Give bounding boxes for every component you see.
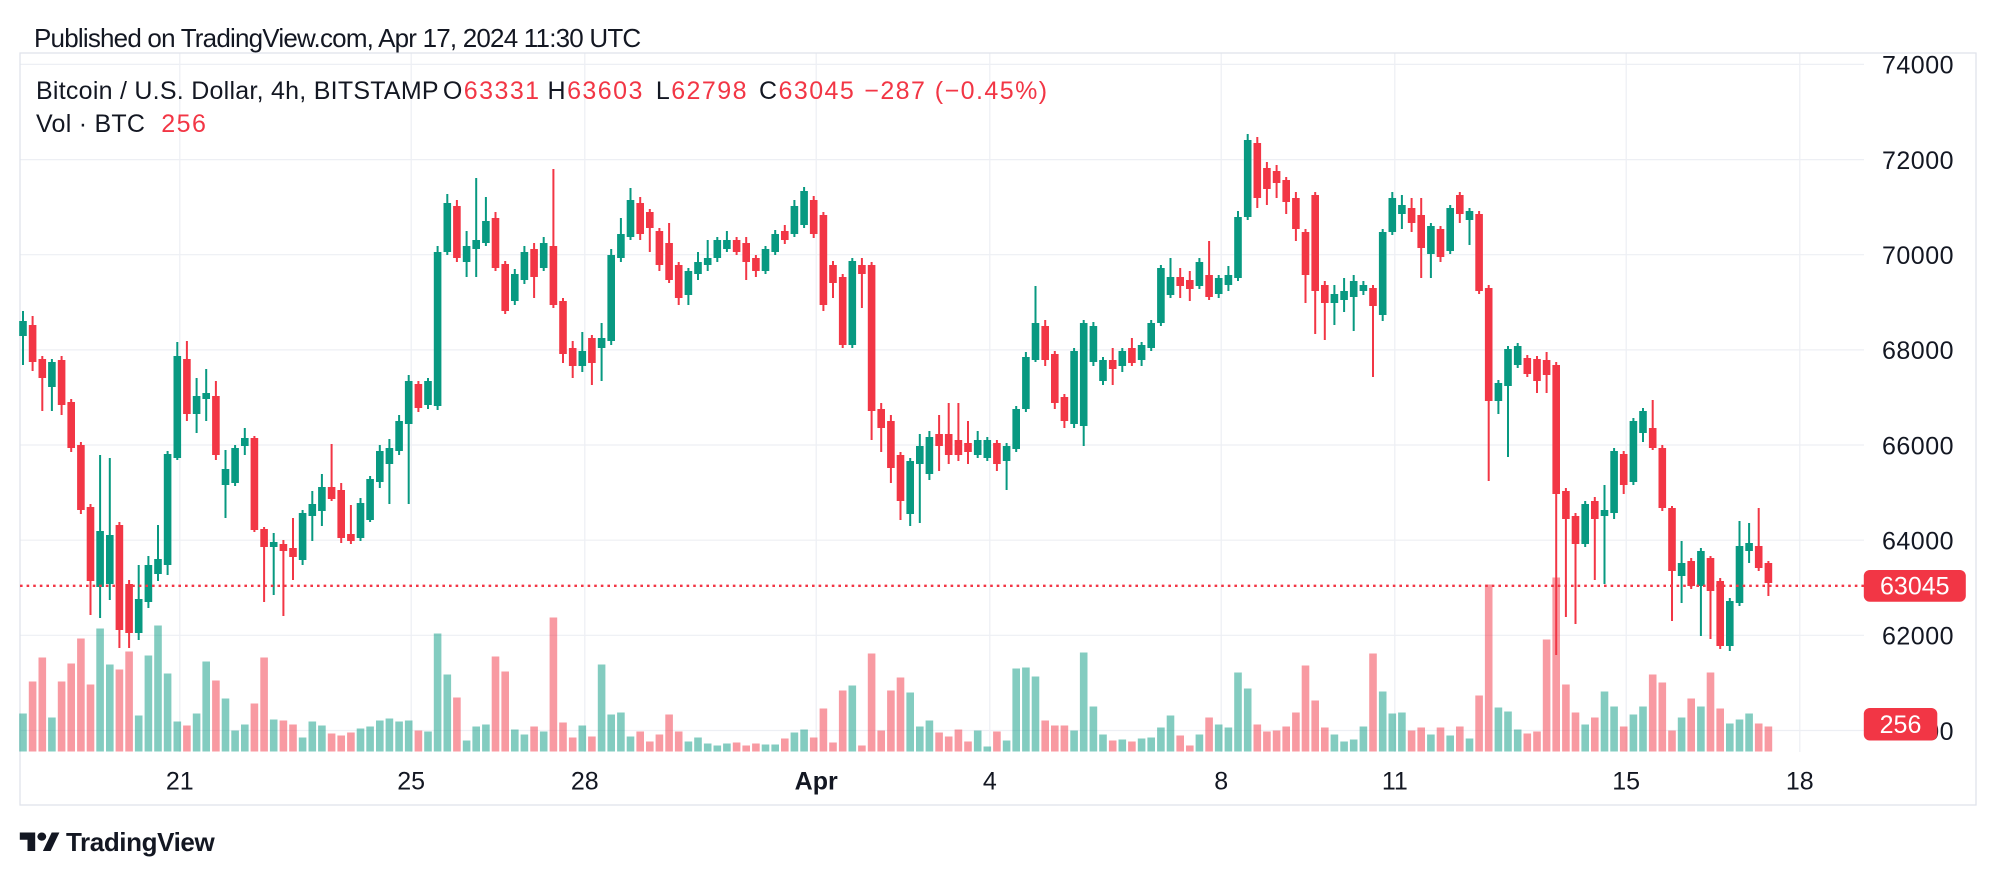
svg-text:70000: 70000 <box>1882 242 1954 270</box>
svg-text:8: 8 <box>1214 768 1228 796</box>
svg-text:TradingView: TradingView <box>66 827 215 857</box>
svg-text:68000: 68000 <box>1882 337 1954 365</box>
svg-text:74000: 74000 <box>1882 52 1954 80</box>
svg-text:28: 28 <box>571 768 599 796</box>
svg-text:Apr: Apr <box>795 768 838 796</box>
svg-text:18: 18 <box>1786 768 1814 796</box>
svg-text:25: 25 <box>397 768 425 796</box>
svg-text:15: 15 <box>1612 768 1640 796</box>
svg-text:256: 256 <box>1880 711 1922 739</box>
svg-text:11: 11 <box>1382 768 1408 796</box>
svg-text:4: 4 <box>983 768 997 796</box>
svg-text:66000: 66000 <box>1882 432 1954 460</box>
svg-text:72000: 72000 <box>1882 147 1954 175</box>
svg-text:21: 21 <box>166 768 194 796</box>
svg-text:62000: 62000 <box>1882 623 1954 651</box>
svg-text:63045: 63045 <box>1880 573 1950 601</box>
svg-text:64000: 64000 <box>1882 528 1954 556</box>
